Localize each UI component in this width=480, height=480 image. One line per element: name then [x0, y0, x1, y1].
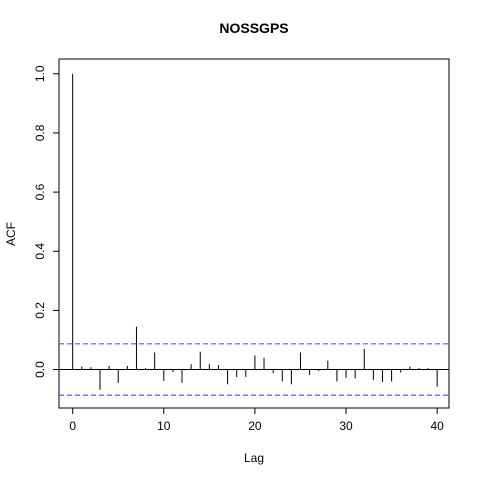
x-axis: 0 10 20 30 40 [69, 408, 444, 433]
x-tick-label: 20 [248, 419, 262, 433]
y-axis: 0.0 0.2 0.4 0.6 0.8 1.0 [33, 65, 59, 378]
x-tick-label: 10 [157, 419, 171, 433]
x-tick-label: 30 [339, 419, 353, 433]
x-tick-label: 40 [430, 419, 444, 433]
y-tick-label: 0.2 [33, 302, 47, 319]
x-tick-label: 0 [69, 419, 76, 433]
chart-title: NOSSGPS [219, 20, 288, 36]
y-tick-label: 0.8 [33, 124, 47, 141]
x-axis-label: Lag [244, 451, 264, 465]
plot-frame [58, 58, 450, 409]
y-tick-label: 0.0 [33, 361, 47, 378]
y-tick-label: 0.6 [33, 183, 47, 200]
y-tick-label: 0.4 [33, 243, 47, 260]
y-axis-label: ACF [4, 222, 18, 246]
confidence-bounds [59, 343, 449, 396]
y-tick-label: 1.0 [33, 65, 47, 82]
acf-bars [72, 73, 438, 390]
